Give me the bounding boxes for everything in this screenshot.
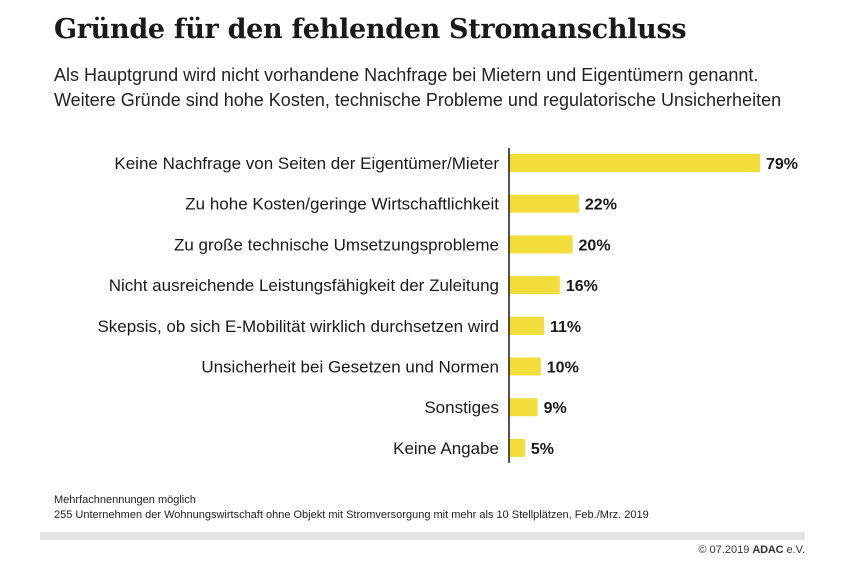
bar-3 <box>509 235 573 254</box>
brand-logo: ADAC <box>752 544 784 556</box>
category-label-7: Sonstiges <box>424 398 499 417</box>
bar-1 <box>509 154 760 172</box>
note-sample: 255 Unternehmen der Wohnungswirtschaft o… <box>54 509 649 521</box>
bar-6 <box>509 357 541 376</box>
brand-suffix: e.V. <box>786 544 805 556</box>
value-label-5: 11% <box>550 319 581 336</box>
bar-2 <box>509 194 579 213</box>
category-label-2: Zu hohe Kosten/geringe Wirtschaftlichkei… <box>185 195 499 214</box>
value-label-4: 16% <box>566 278 598 295</box>
category-label-4: Nicht ausreichende Leistungsfähigkeit de… <box>109 276 499 295</box>
category-label-1: Keine Nachfrage von Seiten der Eigentüme… <box>114 154 499 173</box>
bar-5 <box>509 316 544 335</box>
value-label-1: 79% <box>766 156 798 173</box>
value-label-2: 22% <box>585 197 617 214</box>
bar-8 <box>509 438 525 457</box>
category-label-5: Skepsis, ob sich E-Mobilität wirklich du… <box>97 317 499 336</box>
value-label-8: 5% <box>531 441 554 458</box>
bar-chart: Keine Nachfrage von Seiten der Eigentüme… <box>97 148 798 463</box>
footer: © 07.2019 ADAC e.V. <box>698 544 805 556</box>
category-label-3: Zu große technische Umsetzungsprobleme <box>174 235 499 254</box>
chart-subtitle: Als Hauptgrund wird nicht vorhandene Nac… <box>54 63 834 113</box>
value-label-6: 10% <box>547 360 579 377</box>
value-label-3: 20% <box>579 237 611 254</box>
value-label-7: 9% <box>544 400 567 417</box>
subtitle-line-1: Als Hauptgrund wird nicht vorhandene Nac… <box>54 65 759 85</box>
footer-divider <box>40 532 805 540</box>
category-label-8: Keine Angabe <box>393 439 499 458</box>
subtitle-line-2: Weitere Gründe sind hohe Kosten, technis… <box>54 90 782 110</box>
chart-title: Gründe für den fehlenden Stromanschluss <box>54 14 687 45</box>
bar-7 <box>509 398 538 417</box>
category-label-6: Unsicherheit bei Gesetzen und Normen <box>201 358 499 377</box>
copyright-text: © 07.2019 <box>698 544 750 556</box>
chart-notes: Mehrfachnennungen möglich 255 Unternehme… <box>54 493 649 523</box>
bar-4 <box>509 276 560 295</box>
note-multiple-answers: Mehrfachnennungen möglich <box>54 494 196 506</box>
